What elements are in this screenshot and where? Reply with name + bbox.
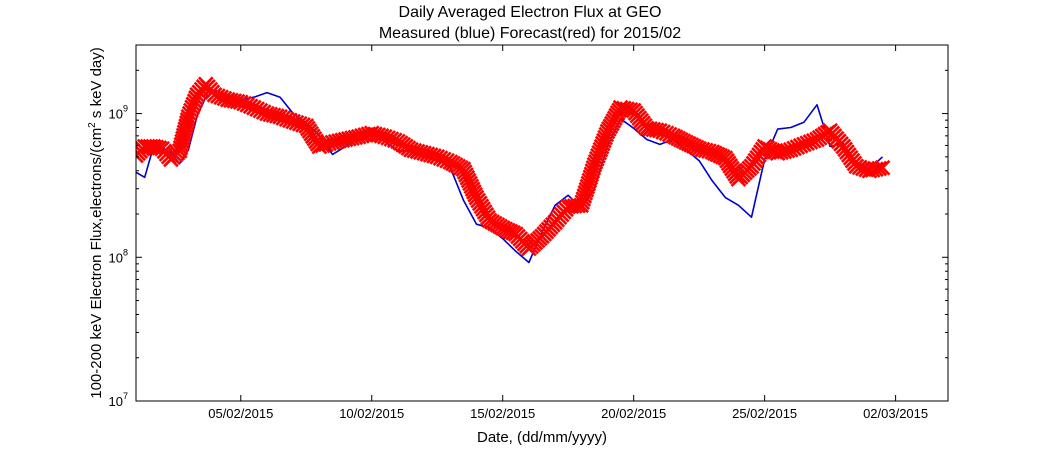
plot-frame xyxy=(135,44,949,402)
x-tick-label: 15/02/2015 xyxy=(470,406,535,421)
forecast-marker xyxy=(871,160,888,177)
y-tick-label: 108 xyxy=(109,247,128,265)
x-tick-label: 10/02/2015 xyxy=(339,406,404,421)
y-tick-label: 107 xyxy=(109,391,128,409)
x-tick-label: 02/03/2015 xyxy=(863,406,928,421)
x-tick-label: 25/02/2015 xyxy=(732,406,797,421)
x-axis-label: Date, (dd/mm/yyyy) xyxy=(477,429,607,446)
y-tick-label: 109 xyxy=(109,104,128,122)
chart-title-line1: Daily Averaged Electron Flux at GEO xyxy=(399,4,662,21)
axis-layer: 05/02/2015 10/02/2015 15/02/2015 20/02/2015… xyxy=(109,44,948,421)
x-tick-label: 20/02/2015 xyxy=(601,406,666,421)
series-forecast-markers xyxy=(136,76,891,257)
series-layer xyxy=(136,76,891,264)
chart-title-line2: Measured (blue) Forecast(red) for 2015/0… xyxy=(379,25,681,42)
y-axis-label: 100-200 keV Electron Flux,electrons/(cm2… xyxy=(87,47,105,399)
x-tick-label: 05/02/2015 xyxy=(208,406,273,421)
forecast-marker xyxy=(874,159,891,176)
